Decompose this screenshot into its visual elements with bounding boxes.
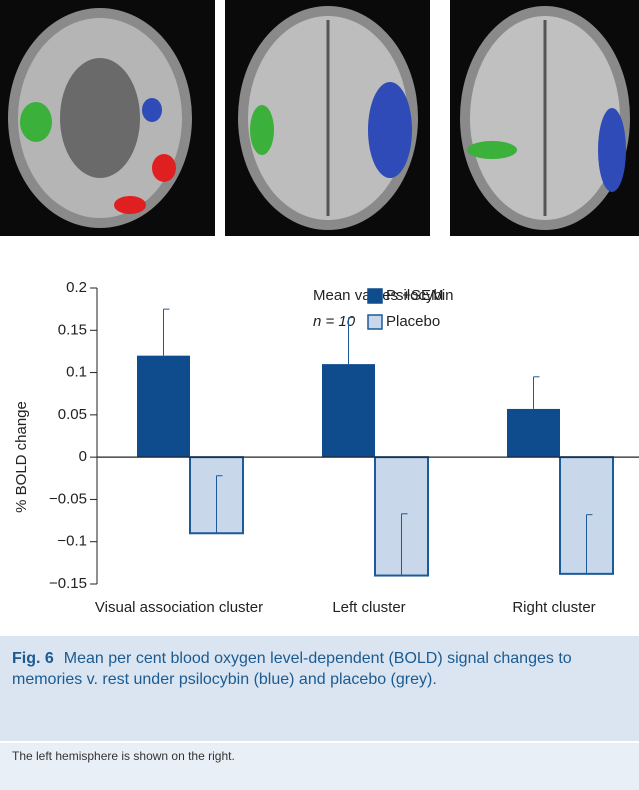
y-tick-label: −0.1 bbox=[57, 533, 87, 550]
bar bbox=[507, 408, 560, 458]
y-tick-label: −0.05 bbox=[49, 490, 87, 507]
chart: % BOLD change Mean values +SEM n = 10 −0… bbox=[13, 279, 639, 592]
y-tick-label: 0 bbox=[79, 448, 87, 465]
y-tick-label: 0.2 bbox=[66, 279, 87, 296]
y-tick-label: 0.15 bbox=[58, 321, 87, 338]
note: The left hemisphere is shown on the righ… bbox=[0, 743, 639, 790]
bar bbox=[137, 355, 190, 458]
x-tick-label: Left cluster bbox=[332, 599, 406, 616]
legend-label: Psilocybin bbox=[386, 287, 454, 304]
x-tick-label: Visual association cluster bbox=[94, 599, 264, 616]
y-tick-label: −0.15 bbox=[49, 575, 87, 592]
bar bbox=[322, 364, 375, 458]
caption: Fig. 6 Mean per cent blood oxygen level-d… bbox=[0, 636, 639, 741]
brain-images bbox=[0, 0, 639, 236]
caption-label: Fig. 6 bbox=[12, 650, 54, 667]
legend-label: Placebo bbox=[386, 313, 440, 330]
y-tick-label: 0.05 bbox=[58, 406, 87, 423]
caption-text: Mean per cent blood oxygen level-depende… bbox=[12, 650, 572, 688]
legend-swatch bbox=[367, 288, 383, 304]
y-axis-label: % BOLD change bbox=[13, 401, 30, 513]
x-tick-label: Right cluster bbox=[512, 599, 596, 616]
y-tick-label: 0.1 bbox=[66, 364, 87, 381]
annotation: n = 10 bbox=[313, 313, 356, 330]
legend-swatch bbox=[367, 314, 383, 330]
